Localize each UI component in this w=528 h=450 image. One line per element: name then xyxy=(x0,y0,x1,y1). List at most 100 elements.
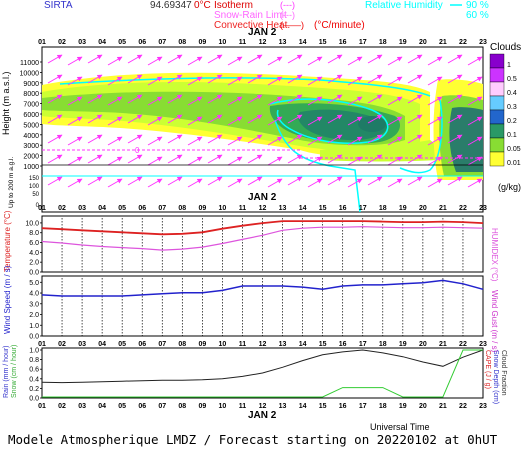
wind-arrow xyxy=(407,134,423,144)
wind-ylabel: Wind Speed (m / s) xyxy=(3,265,12,334)
legend-isotherm-label: Isotherm xyxy=(214,0,253,11)
wind-arrow xyxy=(47,176,63,186)
precip-panel: 1.0 0.8 0.6 0.4 0.2 0.0 Rain (mm / hour) Snow… xyxy=(3,345,507,404)
wind-arrow xyxy=(307,178,323,188)
y-tick-label: 0.2 xyxy=(29,386,39,393)
wind-arrow xyxy=(247,114,263,124)
cloud-ylabel: Height (m a.s.l.) xyxy=(1,71,11,135)
cloud-lower-tick-label: 150 xyxy=(29,176,40,182)
wind-arrow xyxy=(347,116,363,126)
hour-tick-label: 21 xyxy=(439,39,447,46)
cloud-core xyxy=(358,116,386,132)
wind-arrow xyxy=(167,114,183,124)
wind-arrow xyxy=(267,136,283,146)
y-tick-label: 2.0 xyxy=(29,312,39,319)
hour-tick-label: 01 xyxy=(38,341,46,348)
hour-tick-label: 15 xyxy=(319,39,327,46)
hour-tick-label: 05 xyxy=(118,403,126,410)
wind-arrow xyxy=(47,134,63,144)
hour-tick-label: 12 xyxy=(259,39,267,46)
wind-arrow xyxy=(87,54,103,64)
wind-arrow xyxy=(427,116,443,126)
wind-arrow xyxy=(167,94,183,104)
hour-tick-label: 18 xyxy=(379,341,387,348)
hour-tick-label: 22 xyxy=(459,39,467,46)
wind-arrow xyxy=(147,178,163,188)
wind-arrow xyxy=(67,56,83,66)
wind-arrow xyxy=(307,96,323,106)
cloud-y-tick-label: 11000 xyxy=(20,60,39,67)
wind-arrow xyxy=(187,56,203,66)
hour-tick-label: 19 xyxy=(399,341,407,348)
legend-isotherm-prefix: 0°C xyxy=(194,0,211,11)
wind-arrow xyxy=(227,96,243,106)
cloud-y-tick-label: 8000 xyxy=(23,91,39,98)
legend-snow-rain-label: Snow-Rain Limit xyxy=(214,10,287,21)
date-label-mid: JAN 2 xyxy=(248,192,277,203)
y-tick-label: 0.4 xyxy=(29,376,39,383)
date-label-top: JAN 2 xyxy=(248,27,277,38)
wind-arrow xyxy=(307,156,323,166)
wind-arrow xyxy=(107,178,123,188)
cloud-lower-tick-label: 100 xyxy=(29,184,40,190)
wind-lines xyxy=(41,279,484,297)
wind-arrow xyxy=(187,178,203,188)
wind-arrow xyxy=(67,178,83,188)
snow-depth-line xyxy=(42,349,483,398)
hour-tick-label: 02 xyxy=(58,205,66,212)
colorbar-level-label: 0.1 xyxy=(507,132,517,139)
hour-tick-label: 20 xyxy=(419,39,427,46)
wind-arrow xyxy=(387,76,403,86)
y-tick-label: 0.8 xyxy=(29,357,39,364)
wind-arrow xyxy=(407,154,423,164)
wind-arrow xyxy=(47,74,63,84)
wind-arrow xyxy=(107,156,123,166)
wind-arrow xyxy=(287,176,303,186)
hour-tick-label: 03 xyxy=(78,39,86,46)
hour-row-mid: 01 02 03 04 05 06 07 08 09 10 11 12 13 14 15 16 17 18 19 20… xyxy=(38,205,487,212)
hour-tick-label: 07 xyxy=(158,39,166,46)
y-tick-label: 0.0 xyxy=(29,334,39,341)
wind-arrow xyxy=(107,76,123,86)
hour-tick-label: 15 xyxy=(319,403,327,410)
wind-arrow xyxy=(47,154,63,164)
cloud-y-tick-label: 9000 xyxy=(23,81,39,88)
wind-arrow xyxy=(387,116,403,126)
wind-arrow xyxy=(187,156,203,166)
wind-arrow xyxy=(407,74,423,84)
wind-arrow xyxy=(327,176,343,186)
y-tick-label: 0.6 xyxy=(29,367,39,374)
wind-arrow xyxy=(287,154,303,164)
wind-arrow xyxy=(107,116,123,126)
wind-arrow xyxy=(187,76,203,86)
wind-arrow xyxy=(107,136,123,146)
wind-speed-line xyxy=(41,279,484,297)
snow-ylabel: Snow (cm / hour) xyxy=(11,345,18,398)
precip-lines xyxy=(41,349,484,398)
temperature-line xyxy=(41,220,484,236)
wind-arrow xyxy=(467,56,483,66)
hour-tick-label: 06 xyxy=(138,39,146,46)
cloud-field xyxy=(42,54,483,212)
hour-tick-label: 13 xyxy=(279,341,287,348)
hour-tick-label: 18 xyxy=(379,39,387,46)
gust-ylabel: Wind Gust (m / s) xyxy=(490,290,499,353)
cloud-lower-tick-label: 0 xyxy=(36,203,40,209)
wind-arrow xyxy=(467,178,483,188)
hour-tick-label: 20 xyxy=(419,205,427,212)
humidity-contour-60b xyxy=(399,99,443,174)
hour-tick-label: 17 xyxy=(359,39,367,46)
wind-arrow xyxy=(127,54,143,64)
station-name: SIRTA xyxy=(44,0,73,11)
hour-tick-label: 01 xyxy=(38,403,46,410)
wind-arrow xyxy=(67,136,83,146)
wind-arrow xyxy=(127,154,143,164)
wind-arrow xyxy=(427,76,443,86)
date-label-bottom: JAN 2 xyxy=(248,410,277,421)
hour-tick-label: 05 xyxy=(118,205,126,212)
temperature-y-axis: 10.0 8.0 6.0 4.0 2.0 0.0 xyxy=(25,220,42,277)
rain-ylabel: Rain (mm / hour) xyxy=(3,345,10,398)
hour-row-top: 01 02 03 04 05 06 07 08 09 10 11 12 13 14 15 16 17 18 19 20… xyxy=(38,39,487,46)
hour-tick-label: 01 xyxy=(38,205,46,212)
